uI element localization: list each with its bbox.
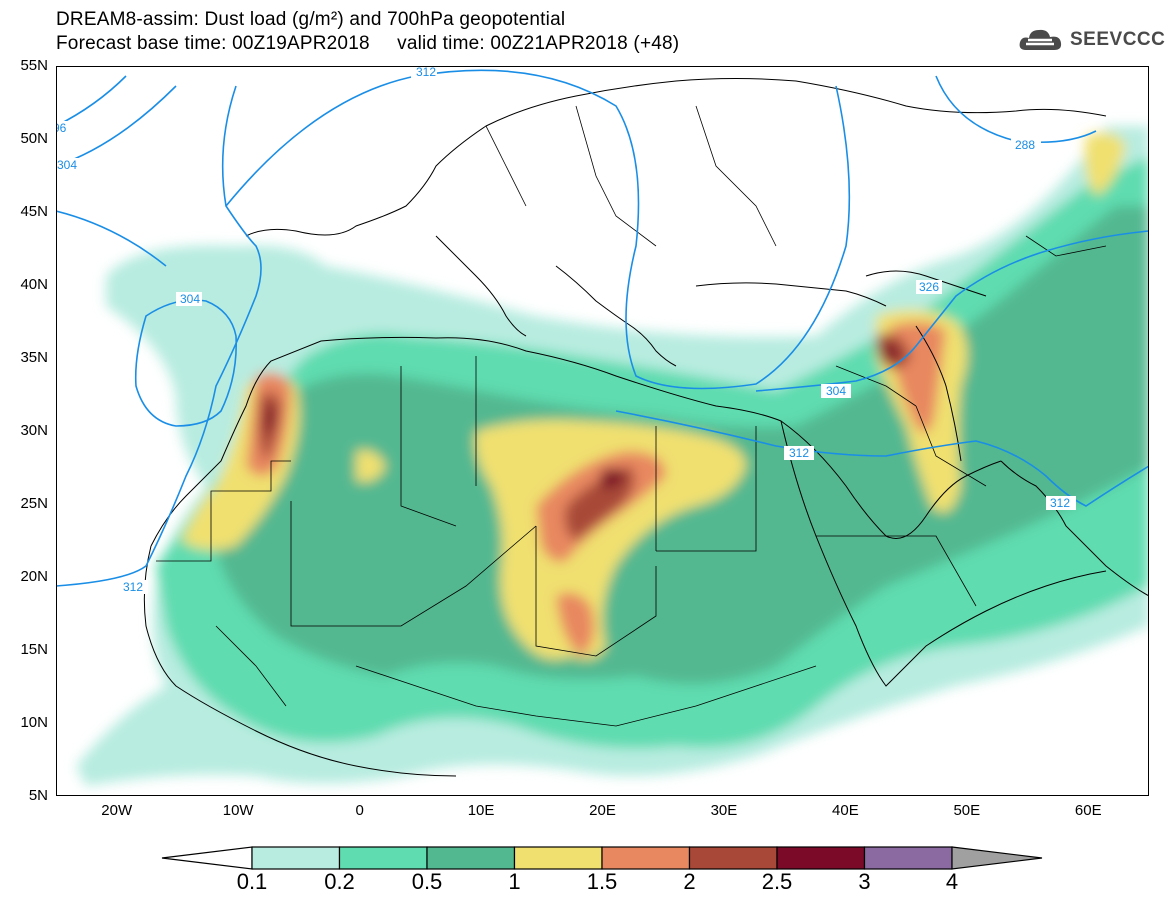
contour-label: 304 <box>826 384 846 398</box>
dust-fields <box>76 126 1149 786</box>
cloud-icon <box>1019 29 1062 50</box>
contour-label: 312 <box>1050 496 1070 510</box>
lon-tick-label: 10E <box>467 802 495 819</box>
lat-tick-label: 15N <box>20 641 48 658</box>
dust-band-1 <box>475 419 746 660</box>
contour-label: 288 <box>1015 138 1035 152</box>
colorbar-max-arrow <box>951 846 1043 870</box>
colorbar-level-label: 0.5 <box>411 869 443 894</box>
colorbar-min-arrow <box>161 846 253 870</box>
colorbar-segment <box>863 846 953 870</box>
lat-tick-label: 55N <box>20 57 48 74</box>
contour-label: 96 <box>56 121 67 135</box>
colorbar-level-label: 1.5 <box>586 869 618 894</box>
lon-tick-label: 10W <box>222 802 254 819</box>
dust-band-2 <box>259 333 911 541</box>
seevccc-logo: SEEVCCC <box>1018 25 1165 55</box>
lon-tick-label: 40E <box>832 802 859 819</box>
colorbar-level-label: 3 <box>858 869 871 894</box>
forecast-time-line: Forecast base time: 00Z19APR2018 valid t… <box>56 33 680 54</box>
contour-labels: 312 96 304 304 312 304 312 326 288 312 <box>56 66 1076 594</box>
colorbar <box>161 846 1043 870</box>
lon-tick-label: 30E <box>710 802 738 819</box>
lat-tick-label: 20N <box>20 568 48 585</box>
contour-label: 312 <box>123 580 143 594</box>
lon-tick-label: 0 <box>355 802 364 819</box>
contour-label: 326 <box>919 280 939 294</box>
lat-tick-label: 35N <box>20 349 48 366</box>
lon-tick-label: 20W <box>101 802 133 819</box>
lon-tick-label: 50E <box>953 802 981 819</box>
colorbar-level-label: 0.1 <box>236 869 268 894</box>
chart-title: DREAM8-assim: Dust load (g/m²) and 700hP… <box>56 9 566 30</box>
lat-tick-label: 10N <box>20 714 48 731</box>
dust-band-1.5 <box>536 451 666 656</box>
contour-label: 312 <box>789 446 809 460</box>
colorbar-segment <box>776 846 866 870</box>
logo-text: SEEVCCC <box>1070 29 1165 50</box>
colorbar-level-label: 2 <box>683 869 696 894</box>
colorbar-level-label: 1 <box>508 869 521 894</box>
colorbar-level-label: 2.5 <box>761 869 793 894</box>
colorbar-segment <box>688 846 778 870</box>
colorbar-segment <box>513 846 603 870</box>
contour-label: 304 <box>57 158 77 172</box>
lat-tick-label: 40N <box>20 276 48 293</box>
contour-label: 312 <box>416 66 436 79</box>
country-borders <box>156 105 1107 727</box>
colorbar-segment <box>338 846 428 870</box>
colorbar-level-label: 0.2 <box>324 869 355 894</box>
dust-load-map: 312 96 304 304 312 304 312 326 288 312 <box>56 66 1149 796</box>
lat-tick-label: 45N <box>20 203 48 220</box>
colorbar-segment <box>601 846 691 870</box>
lat-tick-label: 30N <box>20 422 48 439</box>
lon-tick-label: 60E <box>1074 802 1102 819</box>
lat-tick-label: 50N <box>20 130 48 147</box>
colorbar-level-label: 4 <box>945 869 959 894</box>
lon-tick-label: 20E <box>589 802 616 819</box>
contour-label: 304 <box>180 292 200 306</box>
lat-tick-label: 25N <box>20 495 48 512</box>
colorbar-segment <box>426 846 516 870</box>
colorbar-segment <box>251 846 341 870</box>
lat-tick-label: 5N <box>28 787 48 804</box>
map-canvas: 312 96 304 304 312 304 312 326 288 312 <box>56 66 1149 796</box>
